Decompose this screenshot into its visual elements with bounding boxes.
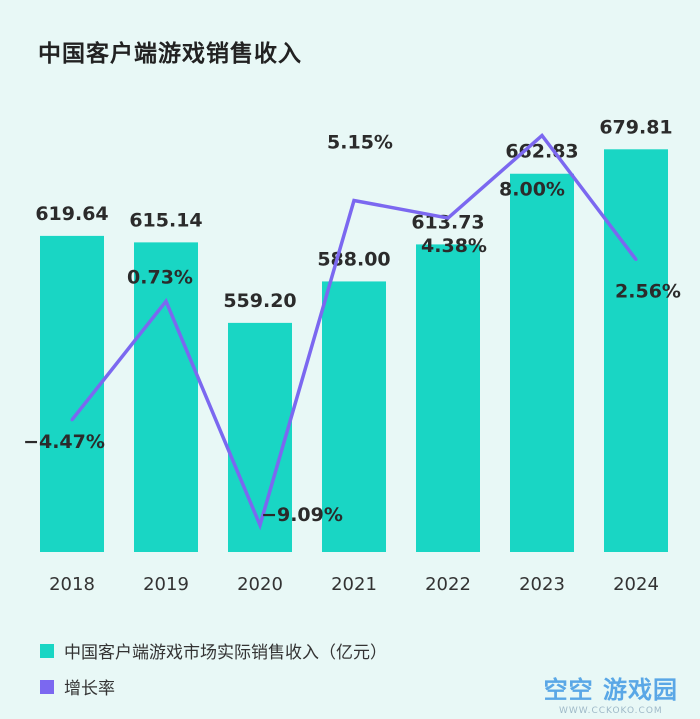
x-tick-label: 2021 (331, 574, 377, 595)
growth-rate-label: 8.00% (499, 179, 565, 201)
bar-value-label: 613.73 (411, 211, 484, 233)
legend-line-entry: 增长率 (40, 674, 115, 699)
growth-rate-label: −9.09% (261, 504, 343, 526)
watermark-logo: 空空 游戏园 WWW.CCKOKO.COM (544, 670, 678, 716)
legend-line-label: 增长率 (64, 679, 115, 699)
legend-bar-entry: 中国客户端游戏市场实际销售收入（亿元） (40, 638, 387, 663)
bar-2021 (322, 281, 386, 552)
bar-2023 (510, 173, 574, 552)
bar-value-label: 559.20 (223, 290, 296, 312)
growth-rate-point (70, 418, 74, 422)
legend-line-swatch (40, 679, 54, 694)
legend-bar-label: 中国客户端游戏市场实际销售收入（亿元） (64, 643, 387, 663)
growth-rate-label: −4.47% (23, 431, 105, 453)
growth-rate-point (352, 198, 356, 202)
growth-rate-point (540, 134, 544, 137)
bar-2024 (604, 149, 668, 553)
bar-value-label: 615.14 (129, 209, 202, 231)
growth-rate-point (634, 258, 638, 262)
chart-title: 中国客户端游戏销售收入 (38, 41, 302, 67)
chart-canvas: 619.64 2018 615.14 2019 559.20 2020 588.00 2021… (23, 116, 681, 595)
growth-rate-label: 0.73% (127, 266, 193, 288)
growth-rate-point (446, 216, 450, 220)
watermark-url: WWW.CCKOKO.COM (558, 706, 663, 716)
legend-bar-swatch (40, 643, 54, 658)
bar-2019 (134, 242, 198, 552)
bar-value-label: 619.64 (35, 203, 108, 225)
x-tick-label: 2020 (237, 574, 283, 595)
bar-2022 (416, 244, 480, 552)
x-tick-label: 2023 (519, 574, 565, 595)
x-tick-label: 2024 (613, 574, 659, 595)
x-tick-label: 2018 (49, 574, 95, 595)
x-tick-label: 2019 (143, 574, 189, 595)
growth-rate-label: 2.56% (615, 281, 681, 303)
x-tick-label: 2022 (425, 574, 471, 595)
bar-value-label: 679.81 (599, 116, 672, 138)
watermark-logo-text: 空空 游戏园 (543, 676, 678, 704)
bar-value-label: 588.00 (317, 248, 390, 270)
growth-rate-label: 5.15% (327, 131, 393, 153)
bar-2020 (228, 322, 292, 552)
growth-rate-point (164, 299, 168, 303)
growth-rate-point (258, 523, 262, 527)
growth-rate-label: 4.38% (421, 235, 487, 257)
